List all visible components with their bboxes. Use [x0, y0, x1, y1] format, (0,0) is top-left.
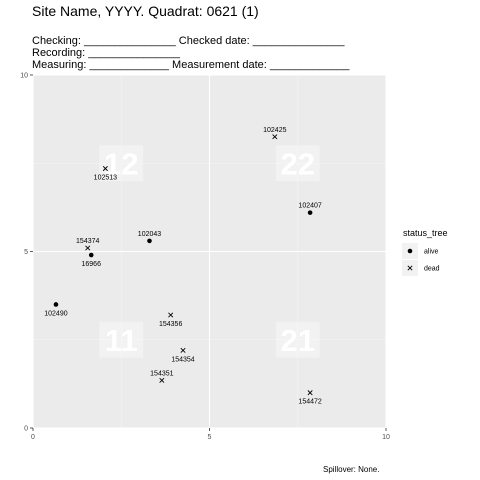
quadrat-label-box	[99, 145, 144, 182]
spillover-note: Spillover: None.	[323, 465, 380, 474]
alive-point-marker	[88, 252, 94, 258]
x-tick-label: 5	[208, 434, 212, 441]
major-gridlines	[32, 74, 387, 429]
recording-line: Recording: _______________	[32, 47, 181, 59]
legend-key-alive	[407, 248, 413, 254]
dead-point-marker	[102, 166, 108, 172]
dead-point-marker	[168, 312, 174, 318]
dead-point-marker	[307, 390, 313, 396]
checking-line: Checking: _______________ Checked date: …	[32, 35, 345, 47]
y-tick-label: 0	[24, 426, 28, 433]
quadrat-label-box	[275, 145, 320, 182]
dead-point-marker	[180, 347, 186, 353]
tree-id-label: 154354	[171, 356, 194, 363]
axes: 0 5 10 0 5 10	[20, 73, 390, 442]
x-tick-label: 0	[31, 434, 35, 441]
tree-id-label: 102513	[94, 175, 117, 182]
tree-point: 154354	[171, 347, 195, 363]
tree-point: 102425	[263, 127, 287, 140]
legend-label: dead	[424, 266, 440, 273]
tree-id-label: 154356	[159, 321, 182, 328]
tree-id-label: 102407	[298, 203, 321, 210]
tree-point: 154351	[150, 370, 174, 383]
quadrat-label: 11	[105, 323, 138, 358]
y-tick-label: 10	[20, 73, 28, 80]
alive-point-marker	[53, 302, 59, 307]
tree-point: 16966	[82, 252, 102, 268]
tree-point: 102043	[138, 231, 161, 244]
measuring-line: Measuring: _____________ Measurement dat…	[32, 59, 350, 71]
tree-id-label: 102490	[44, 310, 67, 317]
tree-point: 102513	[94, 166, 117, 182]
alive-point-marker	[307, 210, 313, 215]
quadrat-label: 12	[104, 146, 138, 181]
quadrat-label: 22	[281, 146, 315, 181]
marker-stroke	[407, 265, 413, 271]
tree-points: 102425 102513 102407 102043 154374 16966 10249…	[44, 127, 322, 406]
alive-point-marker	[147, 238, 152, 244]
marker-stroke	[102, 166, 108, 172]
chart-title: Site Name, YYYY. Quadrat: 0621 (1)	[32, 3, 259, 19]
tree-point: 154472	[298, 390, 322, 406]
x-tick-label: 10	[382, 434, 390, 441]
quadrat-label-box	[99, 321, 144, 358]
marker-stroke	[159, 377, 165, 383]
dead-point-marker	[272, 134, 278, 140]
y-tick-label: 5	[24, 249, 28, 256]
quadrat-label-box	[275, 321, 320, 358]
tree-id-label: 154374	[76, 238, 99, 245]
marker-stroke	[85, 245, 91, 251]
tree-id-label: 154472	[298, 399, 321, 406]
legend-label: alive	[424, 249, 439, 256]
marker-stroke	[307, 390, 313, 396]
marker-stroke	[180, 347, 186, 353]
tree-id-label: 102425	[263, 127, 286, 134]
marker-stroke	[168, 312, 174, 318]
dead-point-marker	[85, 245, 91, 251]
legend-key-dead	[407, 265, 413, 271]
tree-point: 154374	[76, 238, 100, 251]
tree-point: 154356	[159, 312, 182, 328]
legend-title: status_tree	[403, 228, 448, 238]
tree-id-label: 16966	[82, 261, 102, 268]
dead-point-marker	[159, 377, 165, 383]
tree-point: 102407	[298, 203, 322, 215]
quadrat-labels: 12 22 11 21	[99, 145, 320, 358]
marker-stroke	[272, 134, 278, 140]
tree-id-label: 154351	[150, 370, 173, 377]
tree-point: 102490	[44, 302, 68, 317]
quadrat-label: 21	[281, 323, 315, 358]
tree-id-label: 102043	[138, 231, 161, 238]
